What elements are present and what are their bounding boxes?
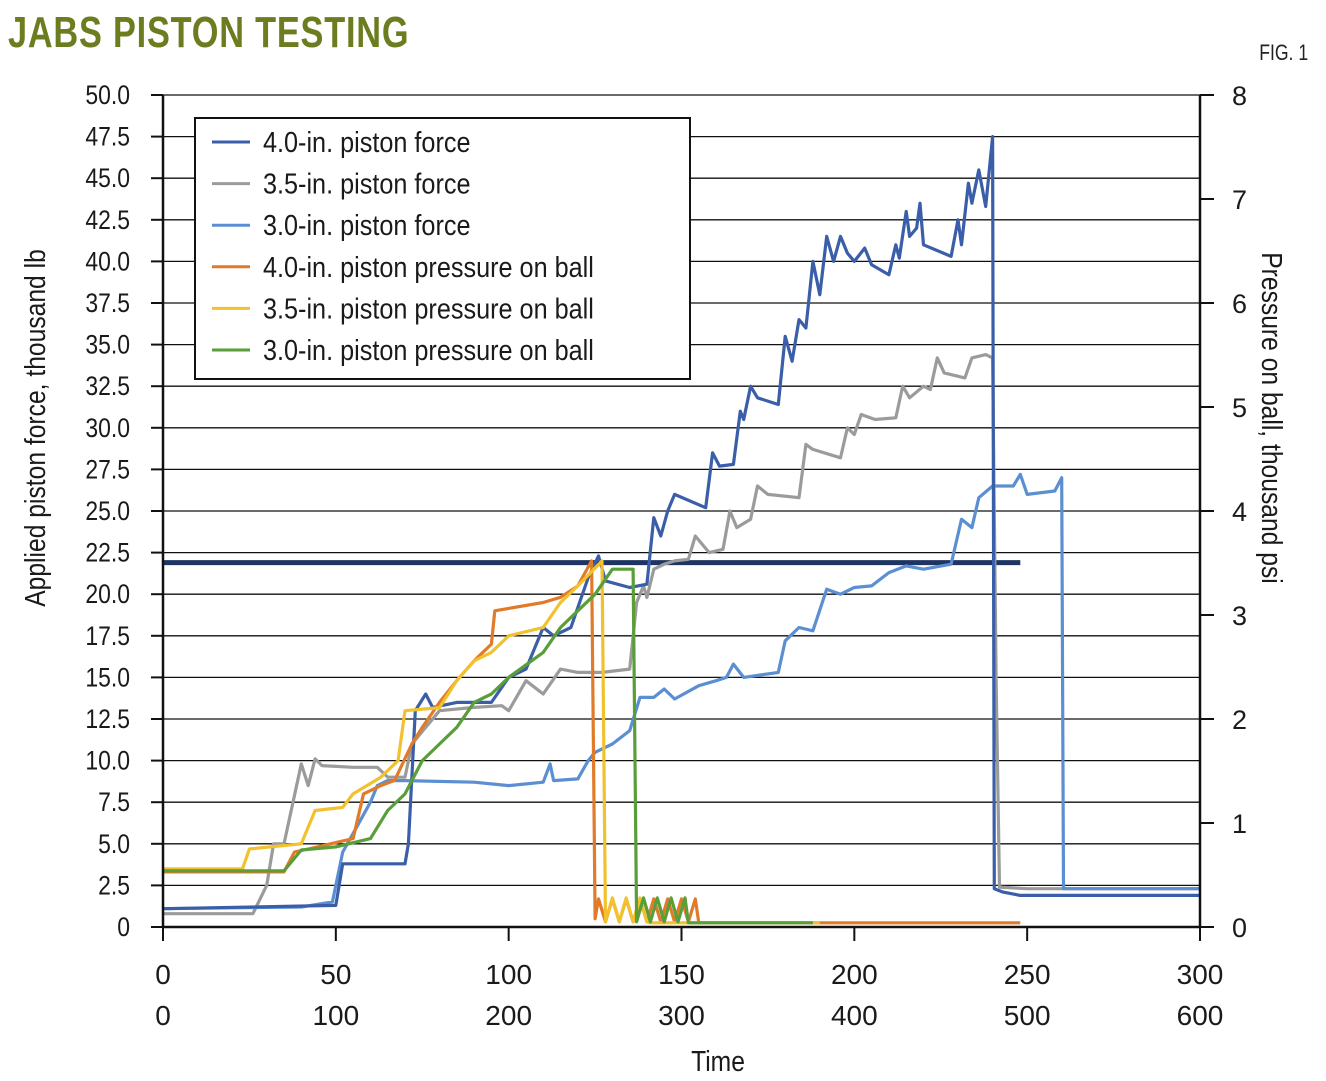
x-tick-label: 100 xyxy=(485,959,532,990)
y-tick-label: 45.0 xyxy=(85,163,130,193)
y2-tick-label: 4 xyxy=(1232,497,1247,527)
y-axis-label: Applied piston force, thousand lb xyxy=(19,249,51,607)
y2-tick-label: 7 xyxy=(1232,185,1247,215)
y-tick-label: 22.5 xyxy=(85,538,130,568)
y-tick-label: 15.0 xyxy=(85,663,130,693)
series-3-0-in-piston-pressure-on-ball xyxy=(163,567,813,925)
y-tick-label: 2.5 xyxy=(98,871,130,901)
x-tick-label-secondary: 600 xyxy=(1177,1000,1224,1031)
y2-tick-label: 1 xyxy=(1232,809,1247,839)
series-3-5-in-piston-force xyxy=(163,353,1200,916)
x-tick-label: 150 xyxy=(658,959,705,990)
y2-tick-label: 5 xyxy=(1232,393,1247,423)
x-tick-label-secondary: 300 xyxy=(658,1000,705,1031)
y-tick-label: 25.0 xyxy=(85,496,130,526)
y-tick-label: 47.5 xyxy=(85,122,130,152)
x-tick-label-secondary: 100 xyxy=(312,1000,359,1031)
y-tick-label: 20.0 xyxy=(85,579,130,609)
y2-tick-label: 2 xyxy=(1232,705,1247,735)
y-tick-label: 7.5 xyxy=(98,787,130,817)
y-tick-label: 0 xyxy=(117,912,130,942)
series-4-0-in-piston-force xyxy=(162,135,1200,911)
legend: 4.0-in. piston force 3.5-in. piston force… xyxy=(194,117,691,380)
y-tick-label: 40.0 xyxy=(85,247,130,277)
y2-tick-label: 8 xyxy=(1232,81,1247,111)
y-tick-label: 5.0 xyxy=(98,829,130,859)
y2-tick-label: 6 xyxy=(1232,289,1247,319)
legend-label: 4.0-in. piston force xyxy=(263,125,470,158)
y-tick-label: 27.5 xyxy=(85,455,130,485)
legend-label: 3.5-in. piston pressure on ball xyxy=(263,292,594,325)
x-tick-label: 300 xyxy=(1177,959,1224,990)
legend-label: 3.0-in. piston pressure on ball xyxy=(263,333,594,366)
y2-axis-label: Pressure on ball, thousand psi xyxy=(1256,252,1288,584)
chart-title: JABS PISTON TESTING xyxy=(8,8,410,57)
x-tick-label-secondary: 500 xyxy=(1004,1000,1051,1031)
y-tick-label: 50.0 xyxy=(85,80,130,110)
legend-label: 3.5-in. piston force xyxy=(263,167,470,200)
y2-tick-label: 3 xyxy=(1232,601,1247,631)
series-4-0-in-piston-pressure-on-ball xyxy=(163,559,1021,925)
y-tick-label: 35.0 xyxy=(85,330,130,360)
legend-label: 4.0-in. piston pressure on ball xyxy=(263,250,594,283)
series-3-0-in-piston-force xyxy=(162,472,1200,911)
y-tick-label: 30.0 xyxy=(85,413,130,443)
y-tick-label: 37.5 xyxy=(85,288,130,318)
x-tick-label-secondary: 400 xyxy=(831,1000,878,1031)
y-tick-label: 42.5 xyxy=(85,205,130,235)
y2-tick-label: 0 xyxy=(1232,913,1247,943)
x-tick-label-secondary: 0 xyxy=(155,1000,171,1031)
legend-label: 3.0-in. piston force xyxy=(263,209,470,242)
y-tick-label: 17.5 xyxy=(85,621,130,651)
figure-label: FIG. 1 xyxy=(1259,40,1308,65)
series-lines xyxy=(162,135,1200,925)
x-tick-label: 200 xyxy=(831,959,878,990)
x-tick-label: 250 xyxy=(1004,959,1051,990)
legend-box xyxy=(194,117,691,380)
x-tick-label-secondary: 200 xyxy=(485,1000,532,1031)
x-axis-label: Time xyxy=(691,1045,745,1077)
axes: 02.55.07.510.012.515.017.520.022.525.027… xyxy=(85,80,1247,1031)
y-tick-label: 12.5 xyxy=(85,704,130,734)
x-tick-label: 0 xyxy=(155,959,171,990)
y-tick-label: 10.0 xyxy=(85,746,130,776)
x-tick-label: 50 xyxy=(320,959,351,990)
y-tick-label: 32.5 xyxy=(85,371,130,401)
series-3-5-in-piston-pressure-on-ball xyxy=(163,559,820,925)
